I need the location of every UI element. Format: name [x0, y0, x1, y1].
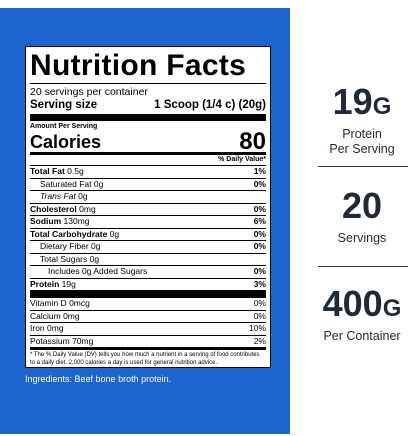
stat-divider [318, 266, 408, 267]
stat-number: 19 [332, 81, 373, 122]
nutrient-row-total-fat: Total Fat 0.5g 1% [30, 165, 266, 176]
nutrition-facts-label: Nutrition Facts 20 servings per containe… [25, 46, 271, 368]
nutrient-row-protein: Protein 19g 3% [30, 277, 266, 289]
stat-unit: G [382, 295, 402, 322]
servings-per-container: 20 servings per container [30, 86, 148, 98]
nutrient-row-added-sugars: Includes 0g Added Sugars 0% [30, 265, 266, 278]
vitamin-row-calcium: Calcium 0mg 0% [30, 309, 266, 321]
nutrient-row-sodium: Sodium 130mg 6% [30, 215, 266, 226]
serving-size-label: Serving size [30, 99, 98, 111]
stat-caption: Per Serving [329, 142, 395, 156]
serving-size-row: Serving size 1 Scoop (1/4 c) (20g) [30, 98, 266, 114]
daily-value-header: % Daily Value* [218, 156, 266, 163]
vitamin-row-potassium: Potassium 70mg 2% [30, 334, 266, 346]
vitamin-row-iron: Iron 0mg 10% [30, 322, 266, 333]
daily-value-footnote: * The % Daily Value (DV) tells you how m… [30, 352, 260, 366]
stat-caption: Per Container [323, 329, 401, 343]
stat-number: 20 [341, 185, 383, 226]
serving-size-value: 1 Scoop (1/4 c) (20g) [154, 99, 266, 111]
stat-caption: Servings [337, 231, 387, 245]
nutrient-row-saturated-fat: Saturated Fat 0g 0% [30, 177, 266, 191]
calories-row: Calories 80 [30, 128, 266, 155]
stat-divider [318, 166, 408, 167]
stat-caption: Protein [342, 127, 382, 141]
nutrient-row-total-sugars: Total Sugars 0g [30, 252, 266, 266]
stat-protein-per-serving: 19G Protein Per Serving [306, 82, 416, 157]
calories-label: Calories [30, 132, 102, 152]
nutrient-row-dietary-fiber: Dietary Fiber 0g 0% [30, 240, 266, 253]
ingredients-text: Ingredients: Beef bone broth protein. [25, 374, 172, 384]
stat-unit: G [372, 93, 392, 120]
stat-per-container: 400G Per Container [306, 284, 416, 344]
stat-servings: 20 Servings [306, 186, 416, 246]
vitamin-row-vitamin-d: Vitamin D 0mcg 0% [30, 297, 266, 308]
stat-number: 400 [322, 283, 383, 324]
label-title: Nutrition Facts [30, 49, 247, 82]
product-panel: Nutrition Facts 20 servings per containe… [0, 8, 290, 434]
nutrient-row-trans-fat: Trans Fat 0g [30, 190, 266, 203]
amount-per-serving: Amount Per Serving [30, 123, 98, 130]
nutrient-row-cholesterol: Cholesterol 0mg 0% [30, 202, 266, 214]
calories-value: 80 [239, 128, 266, 155]
nutrient-row-total-carbohydrate: Total Carbohydrate 0g 0% [30, 227, 266, 239]
